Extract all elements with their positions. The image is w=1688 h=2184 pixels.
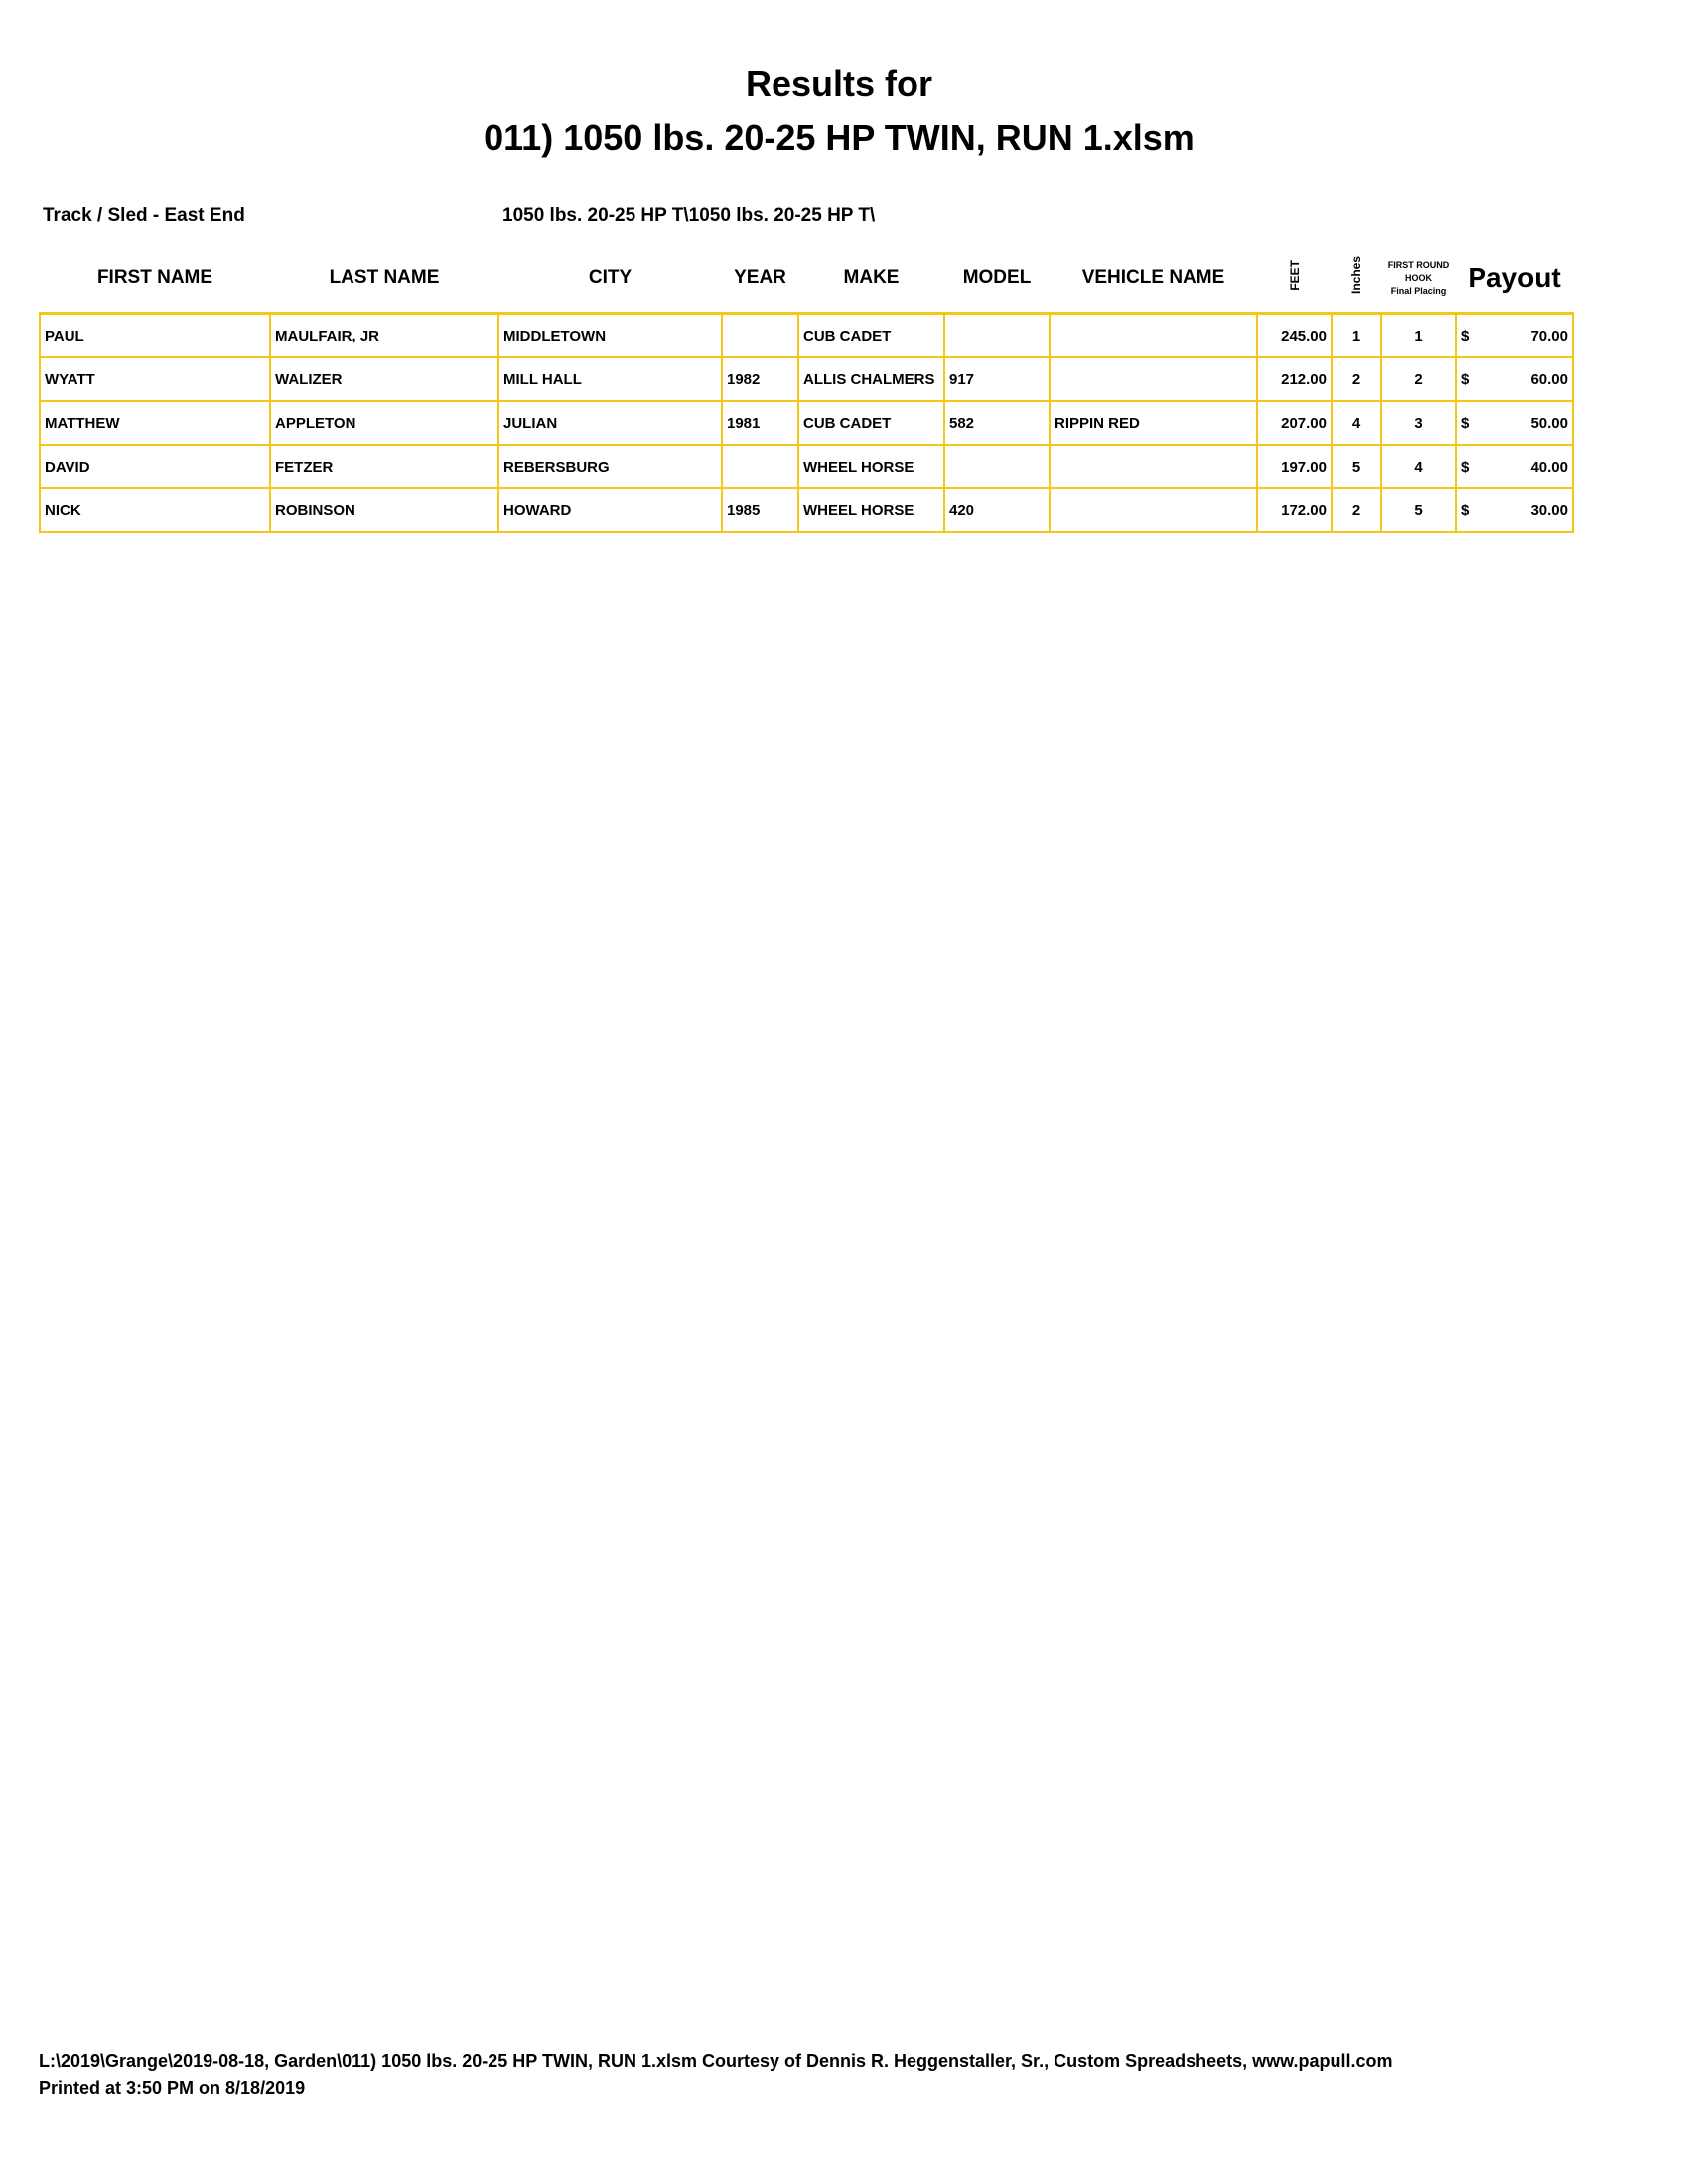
cell-place: 3 xyxy=(1380,400,1457,446)
cell-first: MATTHEW xyxy=(39,400,271,446)
footer-path: L:\2019\Grange\2019-08-18, Garden\011) 1… xyxy=(39,2051,1393,2071)
cell-first: PAUL xyxy=(39,312,271,358)
cell-inches: 4 xyxy=(1331,400,1382,446)
cell-make: WHEEL HORSE xyxy=(797,487,945,533)
header-row: FIRST NAME LAST NAME CITY YEAR MAKE MODE… xyxy=(40,244,1573,315)
cell-inches: 5 xyxy=(1331,444,1382,489)
cell-place: 2 xyxy=(1380,356,1457,402)
table-row: WYATT WALIZER MILL HALL 1982 ALLIS CHALMERS 9… xyxy=(39,356,1574,402)
header-make: MAKE xyxy=(798,244,944,315)
cell-year: 1985 xyxy=(721,487,799,533)
cell-inches: 2 xyxy=(1331,487,1382,533)
cell-feet: 245.00 xyxy=(1256,312,1333,358)
cell-vehicle xyxy=(1049,487,1258,533)
table-row: DAVID FETZER REBERSBURG WHEEL HORSE 197.00 5 4… xyxy=(39,444,1574,489)
table-row: NICK ROBINSON HOWARD 1985 WHEEL HORSE 420 172.… xyxy=(39,487,1574,533)
cell-city: JULIAN xyxy=(497,400,723,446)
header-last-name: LAST NAME xyxy=(270,244,498,315)
table-row: PAUL MAULFAIR, JR MIDDLETOWN CUB CADET 245.0… xyxy=(39,312,1574,358)
cell-feet: 197.00 xyxy=(1256,444,1333,489)
cell-last: WALIZER xyxy=(269,356,499,402)
cell-last: ROBINSON xyxy=(269,487,499,533)
payout-amount: 30.00 xyxy=(1530,501,1568,519)
cell-make: WHEEL HORSE xyxy=(797,444,945,489)
title-line-2: 011) 1050 lbs. 20-25 HP TWIN, RUN 1.xlsm xyxy=(484,117,1195,158)
cell-first: WYATT xyxy=(39,356,271,402)
cell-payout: $70.00 xyxy=(1455,312,1574,358)
header-vehicle-name: VEHICLE NAME xyxy=(1050,244,1257,315)
cell-last: MAULFAIR, JR xyxy=(269,312,499,358)
payout-amount: 50.00 xyxy=(1530,414,1568,432)
currency-symbol: $ xyxy=(1461,458,1470,476)
hook-line-1: FIRST ROUND xyxy=(1387,259,1450,270)
cell-model xyxy=(943,312,1051,358)
cell-payout: $40.00 xyxy=(1455,444,1574,489)
payout-amount: 40.00 xyxy=(1530,458,1568,476)
cell-city: REBERSBURG xyxy=(497,444,723,489)
cell-place: 4 xyxy=(1380,444,1457,489)
cell-payout: $50.00 xyxy=(1455,400,1574,446)
cell-make: CUB CADET xyxy=(797,400,945,446)
currency-symbol: $ xyxy=(1461,414,1470,432)
cell-city: MILL HALL xyxy=(497,356,723,402)
cell-city: MIDDLETOWN xyxy=(497,312,723,358)
header-first-name: FIRST NAME xyxy=(40,244,270,315)
cell-place: 1 xyxy=(1380,312,1457,358)
cell-model: 420 xyxy=(943,487,1051,533)
table-row: MATTHEW APPLETON JULIAN 1981 CUB CADET 582 RIP… xyxy=(39,400,1574,446)
cell-feet: 212.00 xyxy=(1256,356,1333,402)
cell-make: CUB CADET xyxy=(797,312,945,358)
cell-model: 917 xyxy=(943,356,1051,402)
header-hook: FIRST ROUND HOOK Final Placing xyxy=(1381,244,1456,315)
results-table: FIRST NAME LAST NAME CITY YEAR MAKE MODE… xyxy=(39,244,1574,533)
currency-symbol: $ xyxy=(1461,501,1470,519)
cell-model xyxy=(943,444,1051,489)
track-label: Track / Sled - East End xyxy=(43,205,245,226)
hook-line-3: Final Placing xyxy=(1390,285,1447,296)
inches-label: Inches xyxy=(1349,255,1363,294)
currency-symbol: $ xyxy=(1461,327,1470,344)
cell-vehicle xyxy=(1049,356,1258,402)
hook-line-2: HOOK xyxy=(1405,272,1432,283)
cell-vehicle: RIPPIN RED xyxy=(1049,400,1258,446)
class-label: 1050 lbs. 20-25 HP T\1050 lbs. 20-25 HP … xyxy=(502,205,876,226)
cell-year xyxy=(721,444,799,489)
header-year: YEAR xyxy=(722,244,798,315)
cell-year: 1981 xyxy=(721,400,799,446)
cell-payout: $60.00 xyxy=(1455,356,1574,402)
cell-feet: 172.00 xyxy=(1256,487,1333,533)
cell-first: DAVID xyxy=(39,444,271,489)
cell-last: APPLETON xyxy=(269,400,499,446)
cell-vehicle xyxy=(1049,444,1258,489)
cell-first: NICK xyxy=(39,487,271,533)
header-payout: Payout xyxy=(1456,244,1573,315)
cell-feet: 207.00 xyxy=(1256,400,1333,446)
header-model: MODEL xyxy=(944,244,1050,315)
feet-label: FEET xyxy=(1287,259,1302,291)
payout-amount: 70.00 xyxy=(1530,327,1568,344)
cell-place: 5 xyxy=(1380,487,1457,533)
header-feet: FEET xyxy=(1257,244,1332,315)
title-line-1: Results for xyxy=(745,64,933,104)
cell-last: FETZER xyxy=(269,444,499,489)
header-city: CITY xyxy=(498,244,722,315)
footer-printed: Printed at 3:50 PM on 8/18/2019 xyxy=(39,2078,306,2098)
cell-model: 582 xyxy=(943,400,1051,446)
cell-inches: 1 xyxy=(1331,312,1382,358)
header-inches: Inches xyxy=(1332,244,1381,315)
cell-vehicle xyxy=(1049,312,1258,358)
cell-year xyxy=(721,312,799,358)
cell-make: ALLIS CHALMERS xyxy=(797,356,945,402)
payout-amount: 60.00 xyxy=(1530,370,1568,388)
cell-city: HOWARD xyxy=(497,487,723,533)
cell-year: 1982 xyxy=(721,356,799,402)
currency-symbol: $ xyxy=(1461,370,1470,388)
cell-inches: 2 xyxy=(1331,356,1382,402)
cell-payout: $30.00 xyxy=(1455,487,1574,533)
